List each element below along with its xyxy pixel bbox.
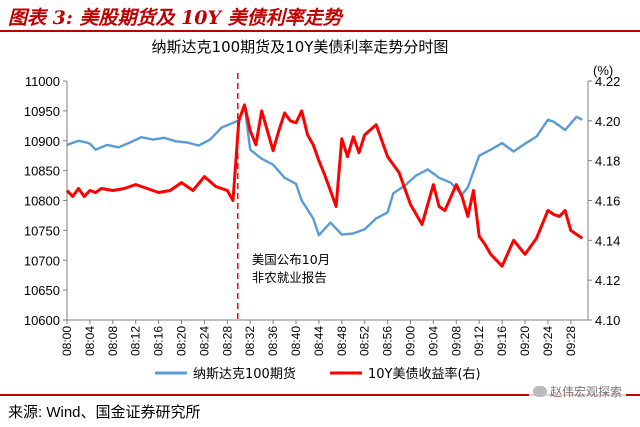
x-tick-label: 09:20	[518, 326, 532, 356]
legend-label: 纳斯达克100期货	[193, 366, 296, 382]
left-tick-label: 10700	[24, 253, 60, 268]
x-tick-label: 08:20	[175, 326, 189, 356]
x-tick-label: 08:24	[197, 326, 211, 356]
chart: 纳斯达克100期货及10Y美债利率走势分时图 10600106501070010…	[24, 38, 620, 382]
x-tick-label: 09:00	[404, 326, 418, 356]
chart-axes: 10600 10650 10700 10750 10800 10850 10900 10950…	[24, 63, 620, 356]
left-tick-label: 10950	[24, 104, 60, 119]
right-tick-label: 4.20	[595, 114, 620, 129]
x-tick-label: 09:12	[472, 326, 486, 356]
x-tick-label: 08:04	[83, 326, 97, 356]
footer-divider	[0, 394, 640, 396]
header-divider	[0, 30, 640, 32]
x-tick-label: 08:28	[220, 326, 234, 356]
x-tick-label: 08:16	[152, 326, 166, 356]
x-tick-label: 08:12	[129, 326, 143, 356]
right-tick-label: 4.12	[595, 273, 620, 288]
right-axis-unit: (%)	[593, 63, 613, 78]
x-tick-label: 08:56	[381, 326, 395, 356]
x-tick-label: 08:52	[358, 326, 372, 356]
x-tick-label: 08:08	[106, 326, 120, 356]
figure-header: 图表 3: 美股期货及 10Y 美债利率走势	[0, 0, 640, 32]
figure-label: 图表 3: 美股期货及 10Y 美债利率走势	[8, 7, 342, 29]
chart-legend: 纳斯达克100期货 10Y美债收益率(右)	[155, 366, 481, 382]
chat-bubble-icon	[532, 386, 547, 397]
left-tick-label: 10900	[24, 134, 60, 149]
right-tick-label: 4.22	[595, 74, 620, 89]
x-tick-label: 09:16	[495, 326, 509, 356]
x-tick-label: 09:08	[449, 326, 463, 356]
x-tick-label: 09:24	[541, 326, 555, 356]
right-tick-label: 4.16	[595, 194, 620, 209]
chart-title: 纳斯达克100期货及10Y美债利率走势分时图	[152, 38, 449, 56]
x-tick-label: 08:44	[312, 326, 326, 356]
left-tick-label: 10650	[24, 283, 60, 298]
source-note: 来源: Wind、国金证券研究所	[8, 404, 201, 421]
x-tick-label: 09:28	[564, 326, 578, 356]
annotation-text: 非农就业报告	[252, 270, 327, 285]
annotation-text: 美国公布10月	[252, 252, 330, 267]
watermark: 赵伟宏观探索	[528, 382, 626, 401]
legend-label: 10Y美债收益率(右)	[368, 366, 481, 382]
left-tick-label: 11000	[25, 74, 60, 89]
watermark-text: 赵伟宏观探索	[549, 385, 622, 399]
x-tick-label: 08:36	[266, 326, 280, 356]
legend-item-nasdaq: 纳斯达克100期货	[155, 366, 296, 382]
left-tick-label: 10850	[24, 164, 60, 179]
right-tick-label: 4.10	[595, 313, 620, 328]
x-tick-label: 08:32	[243, 326, 257, 356]
left-tick-label: 10600	[24, 313, 60, 328]
x-tick-label: 08:00	[60, 326, 74, 356]
right-tick-label: 4.14	[595, 233, 620, 248]
x-tick-label: 08:40	[289, 326, 303, 356]
legend-item-yield: 10Y美债收益率(右)	[330, 366, 481, 382]
yield-line	[65, 103, 584, 268]
x-tick-label: 08:48	[335, 326, 349, 356]
x-tick-label: 09:04	[426, 326, 440, 356]
left-tick-label: 10800	[24, 194, 60, 209]
left-tick-label: 10750	[24, 223, 60, 238]
nasdaq-line	[66, 103, 583, 237]
right-tick-label: 4.18	[595, 154, 620, 169]
